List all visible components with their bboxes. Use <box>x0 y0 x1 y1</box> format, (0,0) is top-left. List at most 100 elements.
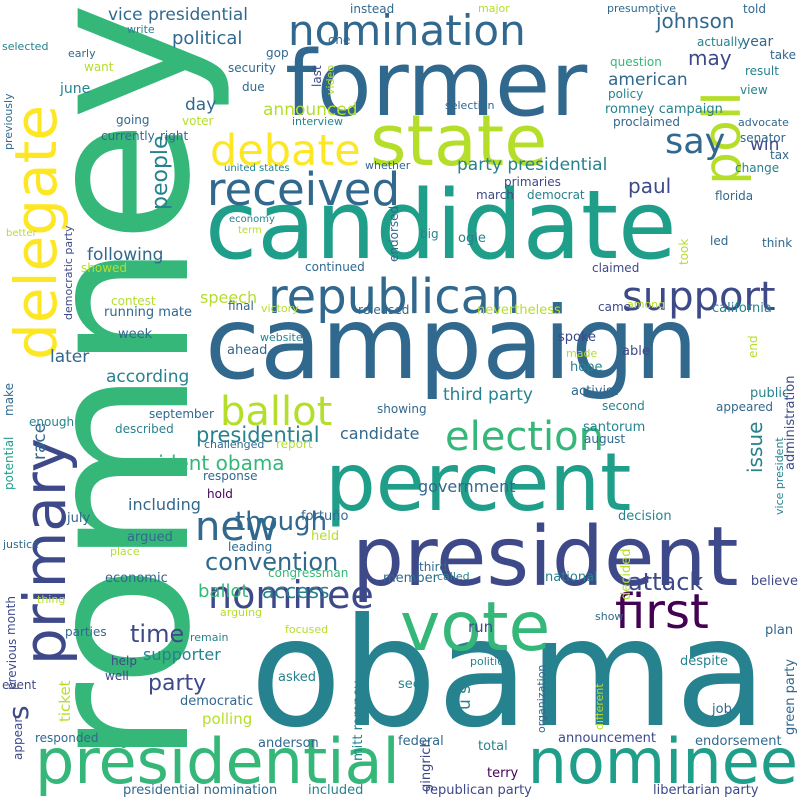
word-though: though <box>235 507 327 537</box>
word-u-s: u s <box>455 685 475 710</box>
word-big: big <box>420 227 439 241</box>
word-nomination: nomination <box>288 6 526 55</box>
word-want: want <box>84 60 114 74</box>
word-presumptive: presumptive <box>607 2 676 15</box>
word-justice: justice <box>2 538 39 551</box>
word-remain: remain <box>190 631 229 644</box>
word-terry: terry <box>487 766 519 781</box>
word-final: final <box>228 299 254 313</box>
word-plan: plan <box>765 623 793 638</box>
word-green-party: green party <box>783 659 798 735</box>
word-enough: enough <box>29 415 74 429</box>
word-nominee: nominee <box>208 573 374 617</box>
word-state: state <box>370 100 547 182</box>
word-party-presidential: party presidential <box>457 155 607 175</box>
word-third-party: third party <box>443 385 533 405</box>
word-month: month <box>4 596 18 635</box>
word-voter: voter <box>182 114 214 128</box>
word-administration: administration <box>783 376 798 470</box>
word-win: win <box>750 135 779 155</box>
word-florida: florida <box>715 189 753 203</box>
word-primary: primary <box>11 438 79 665</box>
word-report: report <box>276 437 313 451</box>
word-leading: leading <box>228 540 272 554</box>
word-ogle: ogle <box>458 231 486 246</box>
word-make: make <box>2 383 16 416</box>
word-including: including <box>128 495 201 514</box>
word-made: made <box>566 347 597 360</box>
word-vice-president: vice president <box>773 437 786 515</box>
word-appear: appear <box>11 718 25 760</box>
word-responded: responded <box>35 731 99 745</box>
word-time: time <box>130 620 184 648</box>
word-received: received <box>207 163 400 216</box>
word-event: event <box>2 678 36 692</box>
word-attack: attack <box>628 568 703 596</box>
word-primaries: primaries <box>504 175 561 189</box>
word-total: total <box>478 739 508 754</box>
word-vote: vote <box>400 588 550 667</box>
word-asked: asked <box>278 670 316 685</box>
word-told: told <box>743 2 766 16</box>
word-debate: debate <box>210 126 361 176</box>
word-public: public <box>750 386 789 401</box>
word-previously: previously <box>2 93 15 150</box>
word-parties: parties <box>65 625 107 639</box>
word-s: s <box>2 705 35 720</box>
word-tax: tax <box>770 148 789 162</box>
word-different: different <box>593 683 606 730</box>
word-going: going <box>116 113 150 127</box>
word-ahead: ahead <box>227 343 267 358</box>
word-democrat: democrat <box>527 188 585 202</box>
word-johnson: johnson <box>655 9 734 33</box>
word-president: president <box>352 510 739 605</box>
word-convention: convention <box>205 548 338 576</box>
word-last: last <box>310 65 324 87</box>
word-july: july <box>66 511 90 526</box>
word-actually: actually <box>697 35 744 49</box>
word-gingrich: gingrich <box>419 739 434 792</box>
word-despite: despite <box>680 654 728 669</box>
word-politics: politics <box>470 655 509 668</box>
word-advocate: advocate <box>738 116 789 129</box>
word-among: among <box>627 298 665 311</box>
word-endorsed: endorsed <box>387 206 401 262</box>
word-end: end <box>746 335 760 358</box>
word-believe: believe <box>751 574 798 589</box>
word-american: american <box>608 70 688 90</box>
word-percent: percent <box>325 436 631 529</box>
word-presidential: presidential <box>196 423 320 447</box>
word-change: change <box>735 161 779 175</box>
word-election: election <box>445 414 604 460</box>
word-came: came <box>598 300 631 314</box>
word-gop: gop <box>266 46 289 60</box>
word-access: access <box>262 579 329 603</box>
word-party: party <box>148 671 206 696</box>
word-due: due <box>242 80 265 94</box>
word-security: security <box>228 61 276 75</box>
word-week: week <box>118 327 153 342</box>
word-nominee: nominee <box>528 725 798 798</box>
word-hold: hold <box>207 487 233 501</box>
word-poll: poll <box>693 91 753 185</box>
word-first: first <box>615 584 709 640</box>
word-supporter: supporter <box>143 645 221 664</box>
word-ticket: ticket <box>56 680 74 722</box>
word-term: term <box>238 225 262 236</box>
word-economy: economy <box>229 214 275 225</box>
word-previous: previous <box>5 639 19 690</box>
word-arguing: arguing <box>220 606 262 619</box>
word-appeared: appeared <box>716 400 773 414</box>
word-announcement: announcement <box>558 731 656 746</box>
word-help: help <box>111 654 137 668</box>
word-delegate: delegate <box>2 105 70 360</box>
word-march: march <box>476 188 514 202</box>
word-later: later <box>50 347 89 367</box>
word-according: according <box>106 367 189 387</box>
word-able: able <box>622 344 650 359</box>
word-presidential: presidential <box>35 725 400 798</box>
word-claimed: claimed <box>592 261 639 275</box>
word-result: result <box>745 64 779 78</box>
word-federal: federal <box>398 734 444 749</box>
